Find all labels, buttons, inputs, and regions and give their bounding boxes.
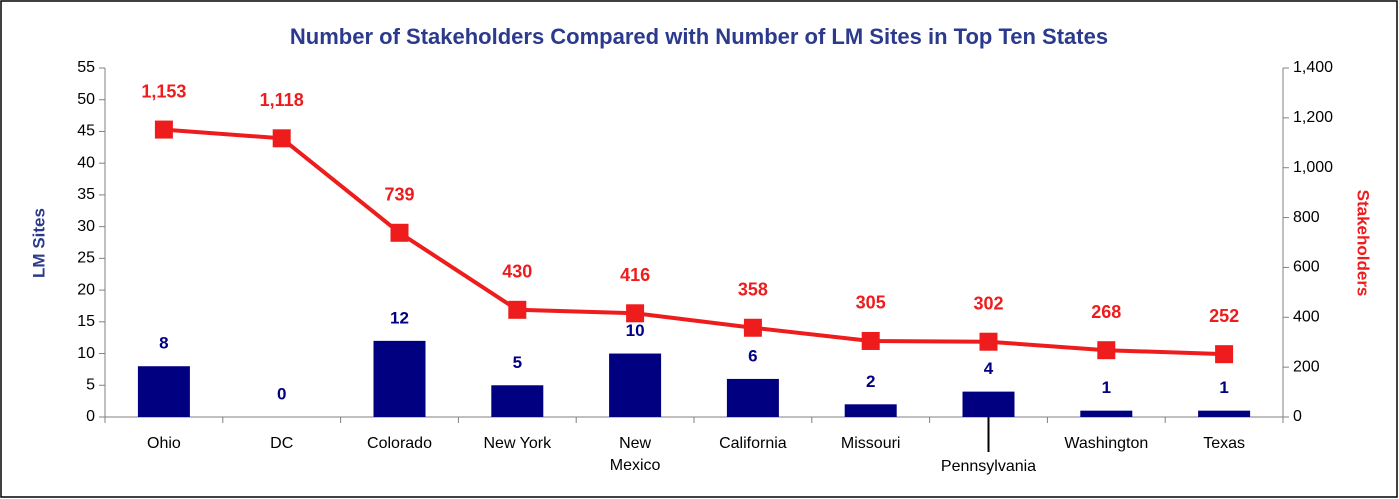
bar-value-label: 6 (748, 346, 757, 365)
line-value-label: 305 (856, 293, 886, 313)
line-value-label: 252 (1209, 306, 1239, 326)
line-marker (508, 300, 527, 319)
bar (491, 385, 544, 417)
y2-axis-label: Stakeholders (1354, 190, 1373, 297)
bar-value-label: 0 (277, 384, 286, 403)
x-tick-label: Missouri (841, 435, 901, 452)
line-marker (861, 331, 880, 350)
y-axis-label: LM Sites (29, 208, 48, 278)
line-value-label: 1,153 (141, 81, 186, 101)
line-marker (1097, 341, 1116, 360)
x-tick-label: Colorado (367, 435, 432, 452)
y2-tick-label: 0 (1293, 408, 1302, 425)
y2-tick-label: 400 (1293, 309, 1320, 326)
y-tick-label: 50 (77, 91, 95, 108)
bar-value-label: 4 (984, 359, 994, 378)
x-tick-label: California (719, 435, 787, 452)
chart-title: Number of Stakeholders Compared with Num… (290, 24, 1108, 49)
bar (844, 404, 897, 417)
y2-tick-label: 600 (1293, 259, 1320, 276)
line (163, 127, 1225, 357)
bar-value-label: 5 (513, 353, 522, 372)
x-tick-label: DC (270, 435, 293, 452)
y-tick-label: 0 (86, 408, 95, 425)
x-tick-label: Washington (1064, 435, 1148, 452)
line-value-label: 358 (738, 280, 768, 300)
y-tick-label: 35 (77, 186, 95, 203)
line-marker (390, 223, 409, 242)
line-marker (979, 332, 998, 351)
line-marker (743, 318, 762, 337)
y2-tick-label: 800 (1293, 209, 1320, 226)
x-tick-label: New York (484, 435, 553, 452)
y-tick-label: 55 (77, 59, 95, 76)
bar (137, 366, 190, 417)
x-tick-label: New Mexico (610, 435, 661, 474)
bar (373, 340, 426, 417)
x-tick-label: Ohio (147, 435, 181, 452)
bar (609, 353, 662, 417)
y2-tick-label: 1,200 (1293, 109, 1333, 126)
line-marker (626, 304, 645, 323)
bar-value-label: 1 (1102, 378, 1111, 397)
line-value-label: 416 (620, 265, 650, 285)
y2-tick-label: 1,400 (1293, 59, 1333, 76)
x-tick-label: Texas (1203, 435, 1245, 452)
x-tick-label: Pennsylvania (941, 458, 1036, 475)
bar (1198, 410, 1251, 417)
line-marker (1215, 345, 1234, 364)
bar-value-label: 10 (626, 321, 645, 340)
line-marker (272, 129, 291, 148)
y2-tick-label: 200 (1293, 358, 1320, 375)
y-tick-label: 20 (77, 281, 95, 298)
y-tick-label: 25 (77, 250, 95, 267)
line-value-label: 302 (973, 293, 1003, 313)
bar-value-label: 2 (866, 372, 875, 391)
bar (1080, 410, 1133, 417)
y-tick-label: 15 (77, 313, 95, 330)
line-value-label: 1,118 (260, 90, 304, 110)
line-value-label: 739 (384, 185, 414, 205)
y2-tick-label: 1,000 (1293, 159, 1333, 176)
y-tick-label: 45 (77, 123, 95, 140)
line-marker (154, 120, 173, 139)
y-tick-label: 30 (77, 218, 95, 235)
line-value-label: 268 (1091, 302, 1121, 322)
y-tick-label: 5 (86, 376, 95, 393)
y-tick-label: 40 (77, 154, 95, 171)
bar-value-label: 8 (159, 334, 168, 353)
bar-value-label: 1 (1219, 378, 1228, 397)
bar (726, 378, 779, 417)
line-value-label: 430 (502, 262, 532, 282)
y-tick-label: 10 (77, 345, 95, 362)
bar-value-label: 12 (390, 308, 409, 327)
bar (962, 391, 1015, 417)
